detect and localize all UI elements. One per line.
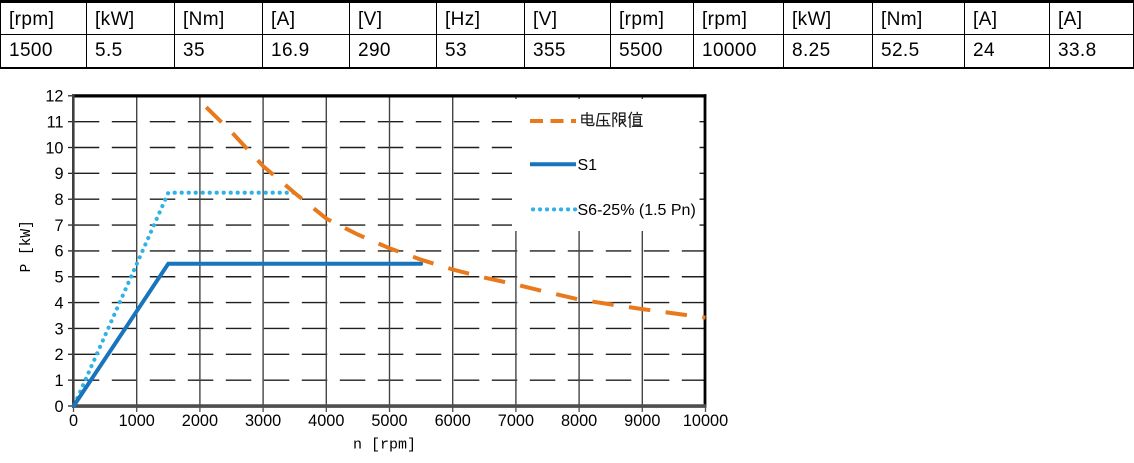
svg-text:S6-25% (1.5 Pn): S6-25% (1.5 Pn): [578, 202, 696, 219]
svg-text:8: 8: [54, 191, 63, 209]
svg-text:7: 7: [54, 217, 63, 235]
svg-text:10000: 10000: [683, 412, 728, 430]
svg-text:10: 10: [45, 139, 63, 157]
svg-text:2: 2: [54, 346, 63, 364]
svg-text:6: 6: [54, 243, 63, 261]
svg-text:n [rpm]: n [rpm]: [353, 437, 416, 454]
svg-text:9000: 9000: [624, 412, 660, 430]
svg-text:S1: S1: [578, 157, 598, 174]
svg-text:5: 5: [54, 269, 63, 287]
svg-text:4000: 4000: [308, 412, 344, 430]
svg-text:6000: 6000: [435, 412, 471, 430]
svg-text:12: 12: [45, 88, 63, 106]
svg-text:5000: 5000: [371, 412, 407, 430]
svg-text:P [kW]: P [kW]: [19, 220, 35, 272]
svg-text:7000: 7000: [498, 412, 534, 430]
svg-text:0: 0: [54, 398, 63, 416]
svg-text:2000: 2000: [182, 412, 218, 430]
svg-text:1000: 1000: [119, 412, 155, 430]
svg-text:8000: 8000: [561, 412, 597, 430]
svg-text:9: 9: [54, 165, 63, 183]
svg-text:3: 3: [54, 320, 63, 338]
svg-text:1: 1: [54, 372, 63, 390]
svg-text:0: 0: [69, 412, 78, 430]
svg-text:4: 4: [54, 294, 63, 312]
svg-text:3000: 3000: [245, 412, 281, 430]
svg-text:11: 11: [47, 113, 64, 131]
